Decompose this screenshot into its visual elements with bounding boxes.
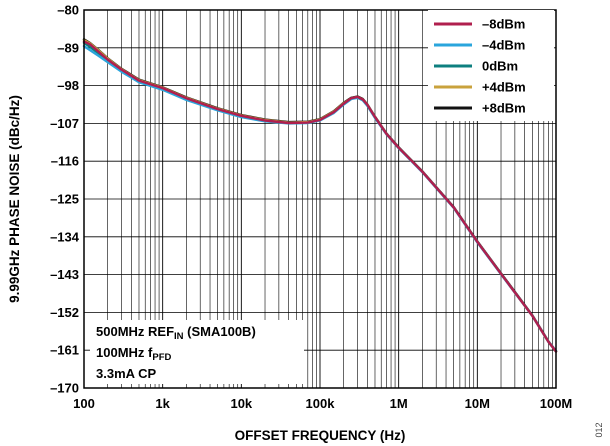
series-line bbox=[82, 40, 558, 353]
x-tick-label: 10M bbox=[465, 396, 490, 411]
legend-label: –8dBm bbox=[482, 17, 525, 32]
legend: –8dBm –4dBm 0dBm +4dBm +8dBm bbox=[428, 10, 554, 121]
figure-code: 012 bbox=[594, 422, 604, 437]
y-tick-label: –116 bbox=[51, 154, 79, 169]
legend-label: +4dBm bbox=[482, 80, 526, 95]
y-tick-label: –107 bbox=[50, 116, 79, 131]
y-tick-label: –98 bbox=[57, 78, 79, 93]
legend-label: +8dBm bbox=[482, 101, 526, 116]
annotation-line: 500MHz REFIN (SMA100B) bbox=[96, 324, 256, 342]
x-tick-label: 100M bbox=[540, 396, 573, 411]
y-tick-label: –80 bbox=[57, 3, 79, 18]
y-tick-label: –134 bbox=[50, 229, 80, 244]
x-tick-label: 10k bbox=[230, 396, 252, 411]
y-tick-label: –89 bbox=[57, 40, 79, 55]
x-tick-label: 100 bbox=[73, 396, 95, 411]
annotation-box: 500MHz REFIN (SMA100B) 100MHz fPFD 3.3mA C… bbox=[90, 320, 304, 384]
y-tick-label: –161 bbox=[50, 343, 79, 358]
y-axis-title: 9.99GHz PHASE NOISE (dBc/Hz) bbox=[7, 95, 22, 303]
x-tick-label: 1k bbox=[155, 396, 170, 411]
legend-label: –4dBm bbox=[482, 38, 525, 53]
plot-frame bbox=[83, 9, 557, 389]
y-tick-label: –143 bbox=[50, 267, 79, 282]
y-tick-label: –152 bbox=[50, 305, 79, 320]
annotation-line: 100MHz fPFD bbox=[96, 345, 171, 363]
x-tick-label: 1M bbox=[390, 396, 408, 411]
x-tick-labels: 100 1k 10k 100k 1M 10M 100M bbox=[73, 396, 572, 411]
annotation-background bbox=[90, 320, 304, 384]
y-tick-label: –125 bbox=[50, 192, 79, 207]
series-lines bbox=[82, 38, 558, 353]
x-tick-label: 100k bbox=[306, 396, 336, 411]
y-tick-label: –170 bbox=[50, 381, 79, 396]
y-tick-labels: –80 –89 –98 –107 –116 –125 –134 –143 –152 –161 –17… bbox=[50, 3, 80, 396]
legend-label: 0dBm bbox=[482, 59, 518, 74]
x-axis-title: OFFSET FREQUENCY (Hz) bbox=[235, 428, 406, 443]
annotation-line: 3.3mA CP bbox=[96, 366, 157, 381]
